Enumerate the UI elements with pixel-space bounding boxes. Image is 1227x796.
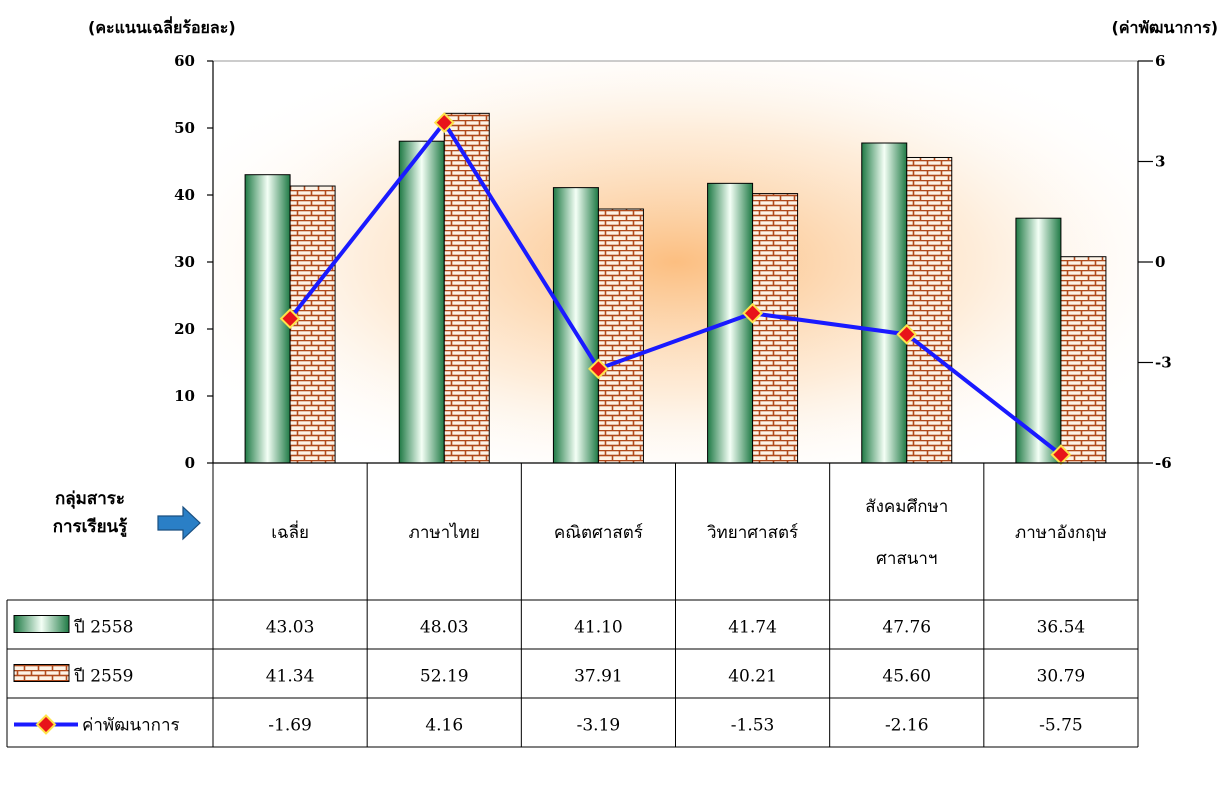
bar-2558: [398, 140, 445, 464]
data-label: 48.03: [420, 618, 469, 638]
right-tick-label: -3: [1155, 354, 1172, 372]
data-label: 45.60: [882, 667, 931, 687]
bar-2559: [443, 112, 490, 464]
legend-key-marker: [35, 714, 57, 735]
right-tick-label: 0: [1155, 253, 1165, 271]
left-tick-label: 40: [174, 186, 195, 204]
data-label: 41.34: [266, 667, 315, 687]
development-line: [288, 120, 1063, 457]
data-label: 43.03: [266, 618, 315, 638]
category-label: คณิตศาสตร์: [554, 523, 643, 543]
category-header-line2: การเรียนรู้: [53, 516, 128, 538]
development-point: [896, 323, 918, 345]
category-label: เฉลี่ย: [271, 520, 309, 543]
development-point: [433, 112, 455, 134]
data-table: เฉลี่ย ภาษาไทย คณิตศาสตร์ วิทยาศาสตร์ สังคมศ…: [6, 462, 1139, 748]
bar-2559: [1060, 256, 1107, 464]
data-label: -3.19: [577, 716, 621, 736]
data-label: -1.69: [268, 716, 312, 736]
bar-2559: [289, 185, 336, 464]
category-label: ภาษาอังกฤษ: [1015, 523, 1107, 543]
left-tick-label: 0: [185, 454, 195, 472]
development-point: [1050, 444, 1072, 466]
legend-label: ปี 2559: [73, 667, 133, 687]
bar-2559: [906, 156, 953, 464]
bar-2559: [597, 208, 644, 464]
bar-series: [244, 112, 1107, 464]
plot-background: [213, 61, 1138, 463]
left-tick-label: 20: [174, 320, 195, 338]
bar-2558: [861, 142, 908, 464]
data-label: -1.53: [731, 716, 775, 736]
category-label: ภาษาไทย: [409, 522, 480, 543]
right-axis-title: (ค่าพัฒนาการ): [1112, 18, 1219, 37]
data-label: 41.10: [574, 618, 623, 638]
left-axis-title: (คะแนนเฉลี่ยร้อยละ): [88, 16, 236, 37]
data-label: 36.54: [1037, 618, 1086, 638]
line-series: [279, 112, 1072, 466]
development-point: [742, 302, 763, 324]
data-label: 4.16: [425, 716, 463, 736]
data-label: -5.75: [1039, 716, 1083, 736]
data-label: 30.79: [1037, 667, 1086, 687]
legend-key-2559: [13, 664, 70, 682]
category-header-line1: กลุ่มสาระ: [55, 489, 125, 509]
development-point: [588, 358, 609, 380]
legend-label: ปี 2558: [73, 618, 133, 638]
arrow-icon: [157, 505, 201, 541]
category-label: วิทยาศาสตร์: [707, 523, 799, 543]
development-point: [279, 308, 301, 330]
bar-2559: [752, 193, 799, 464]
right-tick-label: 3: [1155, 153, 1165, 171]
left-tick-label: 10: [174, 387, 195, 405]
left-tick-label: 60: [174, 52, 195, 70]
left-tick-label: 30: [174, 253, 195, 271]
data-label: 41.74: [728, 618, 777, 638]
right-tick-label: 6: [1155, 52, 1165, 70]
data-label: 47.76: [882, 618, 931, 638]
data-label: 52.19: [420, 667, 469, 687]
data-label: 40.21: [728, 667, 777, 687]
left-tick-label: 50: [174, 119, 195, 137]
axis-ticks: 0 10 20 30 40 50 60 -6 -3 0 3 6: [174, 52, 1172, 472]
legend-key-2558: [13, 615, 70, 633]
category-label: สังคมศึกษา: [865, 497, 948, 517]
category-label: ศาสนาฯ: [876, 549, 937, 569]
data-label: -2.16: [885, 716, 929, 736]
data-label: 37.91: [574, 667, 623, 687]
bar-2558: [552, 187, 599, 464]
right-tick-label: -6: [1155, 454, 1172, 472]
legend-label: ค่าพัฒนาการ: [82, 716, 180, 736]
